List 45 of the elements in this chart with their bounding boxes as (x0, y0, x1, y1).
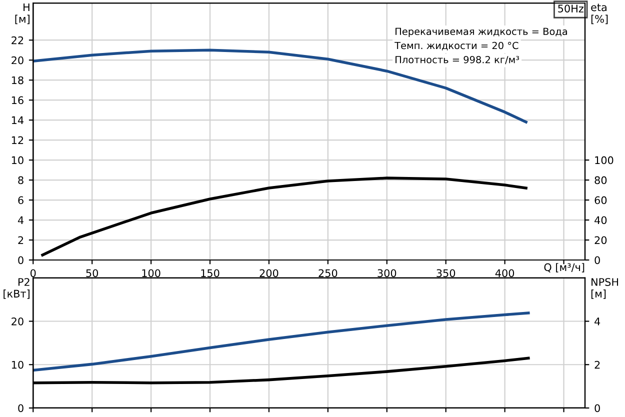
annotation: Темп. жидкости = 20 °C (394, 42, 518, 50)
y2-axis-title: eta [%] (591, 4, 608, 24)
y-tick-label: 20 (12, 317, 24, 326)
y2-tick-label: 4 (594, 318, 600, 326)
annotation: Плотность = 998.2 кг/м³ (396, 56, 520, 64)
y-tick-label: 14 (12, 116, 24, 124)
y-tick-label: 10 (12, 156, 24, 164)
x-tick-label: 50 (86, 269, 98, 278)
y2-tick-label: 80 (594, 176, 607, 184)
x-tick-label: 0 (30, 269, 36, 278)
y-tick-label: 22 (12, 36, 24, 44)
x-tick-label: 350 (436, 269, 456, 278)
annotation: Перекачивемая жидкость = Вода (396, 28, 567, 37)
y-axis-title: P2 [кВт] (4, 278, 30, 299)
x-tick-label: 150 (201, 269, 220, 278)
x-tick-label: 200 (260, 269, 278, 278)
y-tick-label: 10 (12, 360, 24, 369)
y-tick-label: 18 (12, 76, 24, 84)
line-series (33, 312, 530, 372)
y2-tick-label: 100 (595, 156, 614, 164)
y2-tick-label: 60 (594, 196, 607, 204)
y2-tick-label: 0 (594, 256, 600, 264)
chart-title: 50Hz (558, 4, 584, 12)
x-tick-label: 400 (495, 269, 514, 278)
x-tick-label: 100 (142, 269, 160, 278)
y-tick-label: 8 (18, 176, 24, 184)
y2-tick-label: 40 (594, 216, 607, 224)
y-tick-label: 12 (12, 136, 24, 144)
y-tick-label: 20 (12, 56, 24, 64)
x-axis-title: Q [м³/ч] (544, 263, 584, 272)
line-series (41, 176, 528, 256)
line-series (33, 48, 528, 124)
y2-tick-label: 0 (594, 404, 600, 412)
y-tick-label: 0 (18, 256, 24, 264)
x-tick-label: 250 (318, 269, 338, 278)
y-tick-label: 6 (18, 196, 24, 204)
y-tick-label: 16 (12, 96, 24, 104)
y2-axis-title: NPSH [м] (591, 278, 618, 299)
y-tick-label: 2 (18, 236, 24, 244)
y-axis-title: H [м] (15, 3, 30, 24)
y-tick-label: 0 (18, 404, 24, 412)
y2-tick-label: 2 (594, 360, 600, 369)
y-tick-label: 4 (18, 216, 24, 224)
y2-tick-label: 20 (594, 236, 607, 244)
x-tick-label: 300 (378, 269, 396, 278)
